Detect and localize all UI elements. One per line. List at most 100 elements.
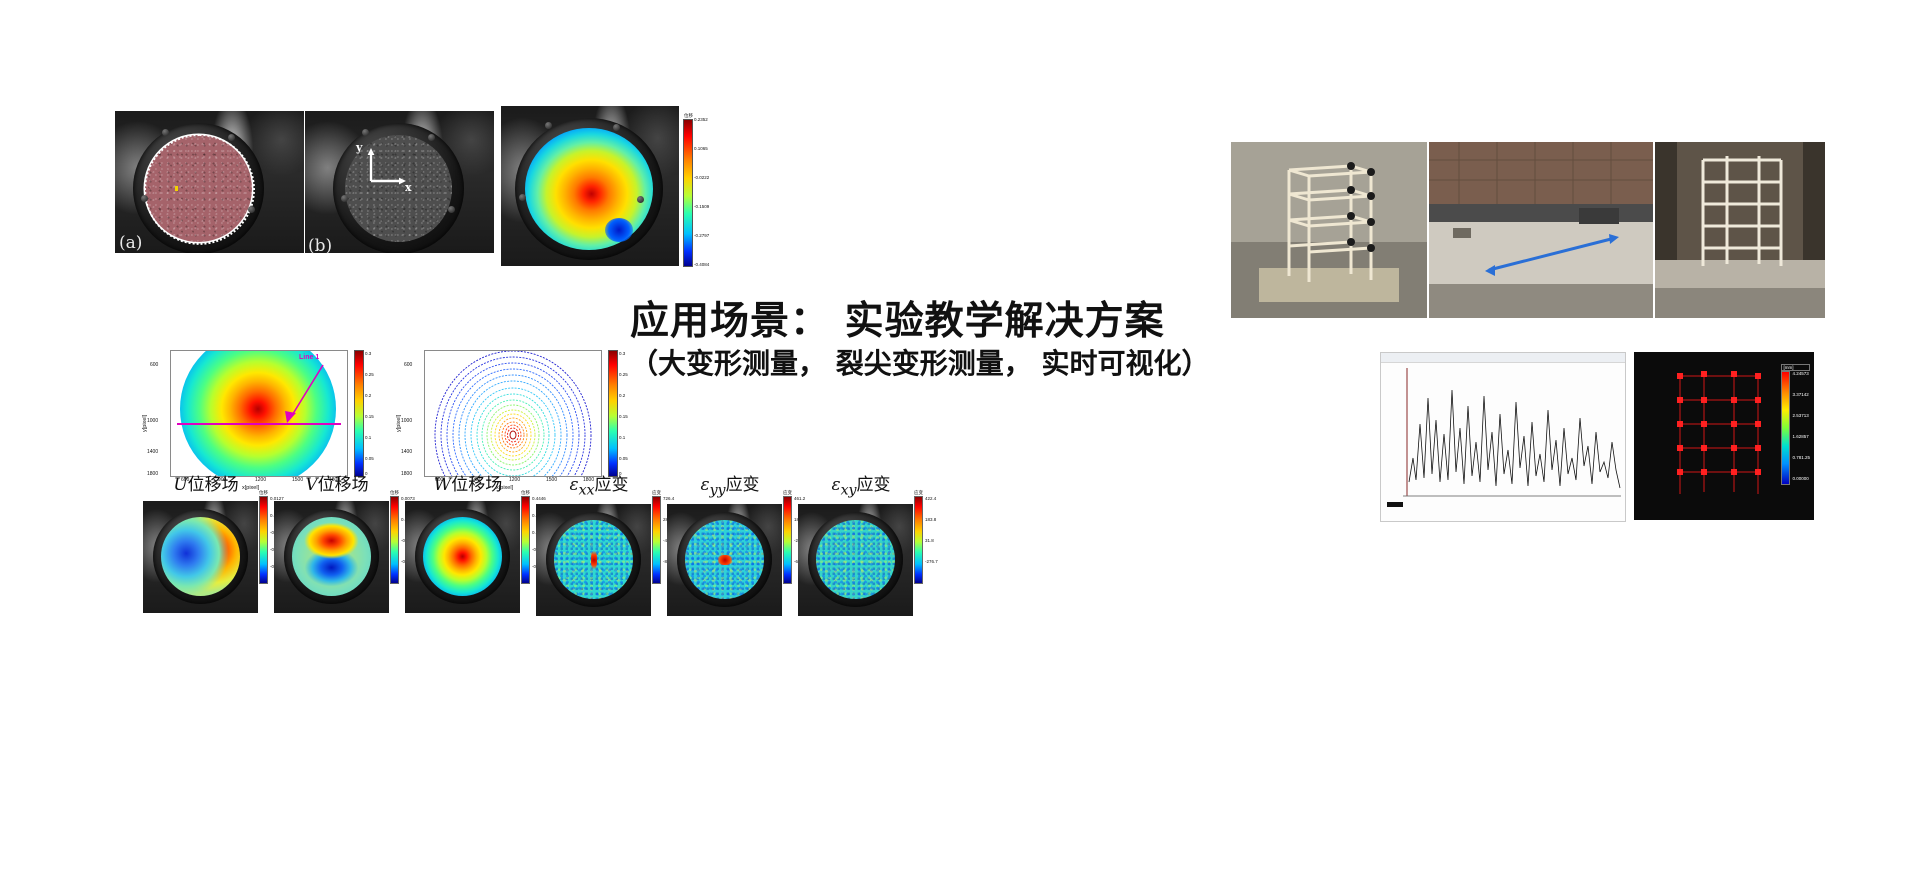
colorbar-tick: 0.4446: [532, 496, 546, 501]
field-map-card: εyy应变 应变 461.2182.1-248.4-646.9: [667, 470, 807, 617]
x-tick: 600: [435, 477, 444, 483]
lens-bolt: [519, 194, 526, 201]
x-axis-label: x[pixel]: [242, 485, 260, 491]
colorbar-tick: 0.1: [365, 435, 372, 440]
line1-annotation: Line 1: [299, 354, 320, 361]
colorbar-tick: 0.05: [365, 456, 374, 461]
colorbar-tick: 0.05: [619, 456, 628, 461]
frame-structure-drawing: [1231, 142, 1427, 318]
x-tick: 900: [472, 477, 481, 483]
tracked-marker-grid: [1677, 371, 1761, 494]
colorbar-tick: 0.25: [365, 372, 374, 377]
y-axis-label: y[pixel]: [396, 414, 402, 432]
field-eyy-strain: [685, 520, 764, 600]
colorbar-tick: 4.24573: [1792, 371, 1809, 376]
displacement-field-overlay: [525, 128, 653, 250]
field-u-displacement: [161, 517, 240, 596]
field-w-displacement: [423, 517, 502, 596]
x-tick: 900: [218, 477, 227, 483]
colorbar-tick: 0.3: [619, 351, 626, 356]
colorbar-tick: 0.25: [619, 372, 628, 377]
colorbar-tick: -276.7: [925, 559, 938, 564]
panel-b-label: (b): [308, 236, 333, 256]
colorbar-gradient: [683, 119, 693, 267]
lens-bolt: [341, 195, 348, 202]
lens-bolt: [637, 196, 644, 203]
roi-dotted-boundary: [144, 134, 255, 245]
marker-colorbar: [mm] 4.24573 3.37142 2.53713 1.62857 0.7…: [1781, 364, 1810, 485]
colorbar-tick: 0.2352: [694, 117, 708, 122]
field-exx-strain: [554, 520, 633, 600]
x-tick: 1800: [329, 477, 341, 483]
colorbar-tick: -0.1509: [694, 204, 710, 209]
lens-bolt: [613, 124, 620, 131]
y-tick: 1000: [147, 418, 159, 424]
field-map-card: W位移场 位移 0.44460.27910.1136-0.0137-0.3689: [405, 470, 547, 613]
contour-lines-field: [434, 351, 592, 476]
shake-table-scene: [1429, 142, 1653, 318]
axis-label-y: y: [356, 141, 363, 154]
plot-axes-area: Line 1: [170, 350, 348, 477]
colorbar-tick: 31.8: [925, 538, 934, 543]
field-exy-strain: [816, 520, 895, 600]
line1-section-line: [177, 423, 341, 425]
lens-bolt: [228, 134, 235, 141]
y-tick: 1400: [147, 449, 159, 455]
colorbar-tick: 0.00000: [1792, 476, 1809, 481]
lens-bolt: [448, 206, 455, 213]
speckle-disc-b: [345, 135, 452, 242]
colorbar-gradient: [259, 496, 268, 584]
line1-arrow-icon: [285, 364, 324, 423]
colorbar-title: 应变: [914, 490, 923, 495]
field-map-photo: [536, 504, 651, 617]
colorbar-tick: 0.1065: [694, 146, 708, 151]
colorbar-title: 位移: [390, 490, 399, 495]
x-tick: 1500: [292, 477, 304, 483]
specimen-photo-shake-table: [1429, 142, 1653, 318]
colorbar-tick: 0.15: [365, 414, 374, 419]
lens-bolt: [545, 122, 552, 129]
field-map-card: εxx应变 应变 726.4283.1-414.8-887.9: [536, 470, 676, 617]
roi-seed-point: [175, 186, 178, 191]
colorbar-panel-c: 位移 0.2352 0.1065 -0.0222 -0.1509 -0.2797…: [683, 113, 709, 267]
colorbar-tick: 183.8: [925, 517, 937, 522]
panel-a-label: (a): [119, 233, 143, 253]
photo-panel-c-displacement-map: [501, 106, 679, 266]
field-map-card: εxy应变 应变 422.4 183.8 31.8 -276.7: [798, 470, 938, 617]
colorbar-title: 应变: [783, 490, 792, 495]
page-title: 应用场景： 实验教学解决方案: [630, 299, 1165, 344]
contour-field: [180, 351, 336, 476]
marker-tracking-screenshot: [mm] 4.24573 3.37142 2.53713 1.62857 0.7…: [1634, 352, 1814, 520]
vibration-time-history-trace: [1387, 368, 1621, 507]
colorbar-tick: 0: [619, 471, 622, 476]
y-tick: 1000: [401, 418, 413, 424]
x-axis-label: x[pixel]: [496, 485, 514, 491]
x-tick: 1500: [546, 477, 558, 483]
colorbar-tick: 0.2: [365, 393, 372, 398]
field-map-caption: εxy应变: [831, 475, 891, 499]
colorbar-tick: -0.2797: [694, 233, 710, 238]
colorbar-gradient: [652, 496, 661, 584]
field-map-card: U位移场 位移 0.01270.0018-0.0012-0.0029-0.004…: [143, 470, 285, 613]
lens-bolt: [248, 206, 255, 213]
colorbar-tick: 0.2: [619, 393, 626, 398]
contour-colorbar: [608, 350, 618, 477]
x-tick: 1200: [255, 477, 267, 483]
colorbar-tick: 1.62857: [1792, 434, 1809, 439]
field-map-caption: U位移场: [173, 475, 239, 495]
colorbar-tick: 0.0073: [401, 496, 415, 501]
colorbar-title: [mm]: [1781, 364, 1810, 371]
colorbar-gradient: [1781, 371, 1791, 485]
y-tick: 1800: [401, 471, 413, 477]
x-tick: 1200: [509, 477, 521, 483]
specimen-photo-frame-model: [1231, 142, 1427, 318]
y-tick: 1800: [147, 471, 159, 477]
displacement-blue-blob: [605, 218, 633, 242]
field-map-caption: V位移场: [305, 475, 369, 495]
field-map-photo: [143, 501, 258, 613]
contour-colorbar: [354, 350, 364, 477]
colorbar-gradient: [390, 496, 399, 584]
lens-bolt: [428, 134, 435, 141]
colorbar-tick: 726.4: [663, 496, 675, 501]
photo-panel-a: (a): [115, 111, 304, 253]
